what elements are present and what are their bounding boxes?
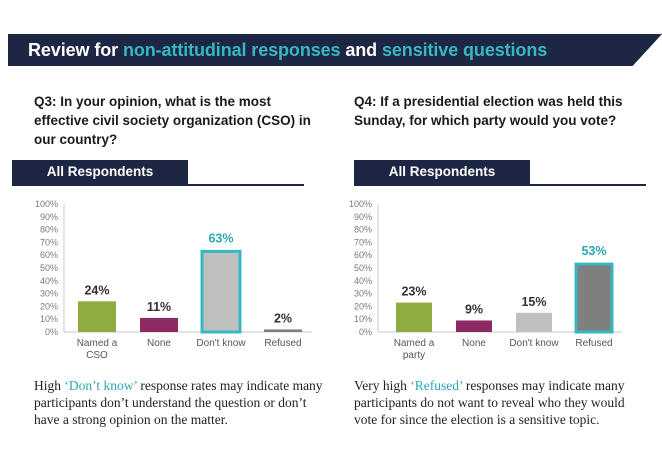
y-tick-label: 20% bbox=[354, 301, 372, 311]
y-tick-label: 20% bbox=[40, 301, 58, 311]
q3-note-pre: High bbox=[34, 378, 65, 393]
q4-question: Q4: If a presidential election was held … bbox=[354, 94, 623, 128]
q4-note-emphasis: ‘Refused’ bbox=[410, 378, 463, 393]
category-label: None bbox=[147, 338, 171, 349]
bar bbox=[516, 312, 552, 332]
y-tick-label: 90% bbox=[354, 212, 372, 222]
y-tick-label: 30% bbox=[40, 289, 58, 299]
category-label: Don't know bbox=[196, 338, 246, 349]
y-tick-label: 100% bbox=[35, 199, 58, 209]
category-label: Refused bbox=[264, 338, 301, 349]
title-highlight-1: non-attitudinal responses bbox=[122, 40, 341, 60]
data-label: 9% bbox=[465, 302, 483, 316]
data-label: 53% bbox=[581, 244, 606, 258]
q3-note: High ‘Don’t know’ response rates may ind… bbox=[34, 377, 324, 428]
category-label: None bbox=[462, 338, 486, 349]
q4-bar-chart: 0% 10% 20% 30% 40% 50% 60% 70% 80% 90% 100% 23% Name… bbox=[349, 199, 622, 361]
y-tick-label: 60% bbox=[354, 250, 372, 260]
y-tick-label: 50% bbox=[354, 263, 372, 273]
title-part-3: and bbox=[340, 40, 382, 60]
y-tick-label: 10% bbox=[354, 314, 372, 324]
q3-note-emphasis: ‘Don’t know’ bbox=[64, 378, 137, 393]
page-title: Review for non-attitudinal responses and… bbox=[28, 40, 547, 61]
title-banner: Review for non-attitudinal responses and… bbox=[8, 34, 662, 66]
y-tick-label: 100% bbox=[349, 199, 372, 209]
y-tick-label: 80% bbox=[40, 225, 58, 235]
q3-label-underline bbox=[12, 184, 304, 186]
q3-note-post: response rates may indicate many partici… bbox=[34, 378, 323, 427]
category-label: Don't know bbox=[509, 338, 559, 349]
y-tick-label: 40% bbox=[354, 276, 372, 286]
y-tick-label: 60% bbox=[40, 250, 58, 260]
category-label: Named a CSO bbox=[77, 338, 118, 361]
bar bbox=[574, 262, 614, 334]
data-label: 11% bbox=[147, 300, 171, 314]
q4-note-post: responses may indicate many participants… bbox=[354, 378, 625, 427]
y-tick-label: 0% bbox=[359, 327, 372, 337]
y-tick-label: 40% bbox=[40, 276, 58, 286]
bar bbox=[140, 317, 178, 332]
y-tick-label: 10% bbox=[40, 314, 58, 324]
data-label: 2% bbox=[274, 311, 292, 325]
q3-respondents-label: All Respondents bbox=[12, 160, 188, 184]
y-tick-label: 70% bbox=[354, 237, 372, 247]
y-tick-label: 0% bbox=[45, 327, 58, 337]
y-tick-label: 90% bbox=[40, 212, 58, 222]
bar bbox=[396, 302, 432, 332]
y-tick-label: 30% bbox=[354, 289, 372, 299]
q3-bar-chart: 0% 10% 20% 30% 40% 50% 60% 70% 80% 90% 100% 24% Name… bbox=[35, 199, 312, 361]
y-tick-label: 70% bbox=[40, 237, 58, 247]
y-tick-label: 80% bbox=[354, 225, 372, 235]
q3-question: Q3: In your opinion, what is the most ef… bbox=[34, 94, 311, 147]
title-part-1: Review for bbox=[28, 40, 123, 60]
data-label: 23% bbox=[401, 285, 426, 299]
data-label: 24% bbox=[84, 283, 109, 297]
data-label: 63% bbox=[208, 231, 233, 245]
bar bbox=[456, 320, 492, 332]
q4-label-underline bbox=[354, 184, 646, 186]
q4-note: Very high ‘Refused’ responses may indica… bbox=[354, 377, 644, 428]
category-label: Named a party bbox=[394, 338, 435, 361]
q4-note-pre: Very high bbox=[354, 378, 411, 393]
q4-respondents-label: All Respondents bbox=[354, 160, 530, 184]
category-label: Refused bbox=[575, 338, 612, 349]
bar bbox=[200, 249, 242, 334]
y-tick-label: 50% bbox=[40, 263, 58, 273]
title-highlight-2: sensitive questions bbox=[381, 40, 548, 60]
data-label: 15% bbox=[521, 295, 546, 309]
bar bbox=[264, 329, 302, 332]
bar bbox=[78, 301, 116, 332]
